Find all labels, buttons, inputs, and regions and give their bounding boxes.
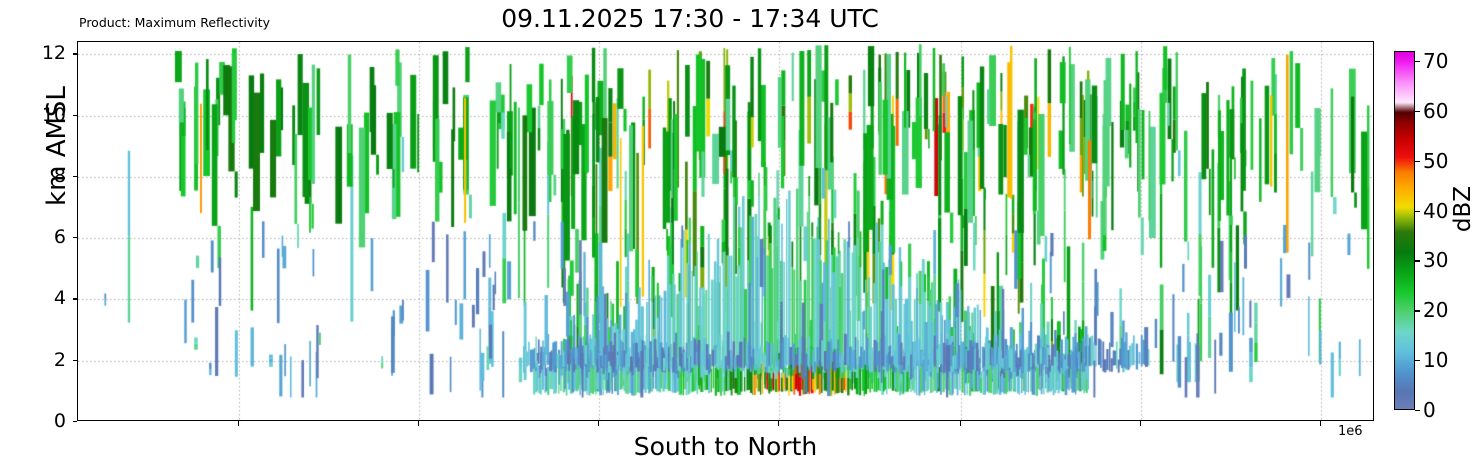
colorbar-tick-label: 20	[1423, 298, 1449, 323]
colorbar-tick-label: 70	[1423, 49, 1449, 73]
y-axis-label: km AMSL	[42, 86, 72, 206]
product-annotation: Product: Maximum Reflectivity	[79, 15, 271, 30]
y-axis-tick-mark	[73, 359, 77, 361]
y-axis-tick-label: 2	[53, 348, 66, 371]
colorbar-tick-label: 60	[1423, 98, 1449, 123]
colorbar-tick-mark	[1415, 160, 1420, 162]
y-axis-tick-label: 8	[53, 164, 66, 187]
colorbar-tick-mark	[1415, 110, 1420, 113]
y-axis-tick-mark	[73, 53, 77, 55]
y-axis-tick-mark	[73, 175, 77, 178]
colorbar-tick-label: 30	[1423, 248, 1449, 273]
x-axis-tick-mark	[418, 421, 420, 426]
colorbar-tick-mark	[1415, 360, 1420, 362]
y-axis-tick-mark	[73, 421, 77, 423]
colorbar-tick-label: 50	[1423, 148, 1449, 173]
colorbar-tick-mark	[1415, 61, 1420, 63]
x-axis-tick-mark	[598, 421, 600, 426]
y-axis-tick-mark	[73, 298, 77, 300]
colorbar-tick-mark	[1415, 410, 1420, 412]
y-axis-tick-label: 12	[41, 42, 66, 65]
colorbar-tick-label: 0	[1423, 398, 1436, 422]
reflectivity-heatmap-canvas	[78, 42, 1373, 420]
plot-area	[77, 41, 1374, 421]
y-axis-tick-label: 0	[53, 410, 66, 432]
y-axis-tick-mark	[73, 114, 77, 116]
y-axis-tick-label: 10	[41, 103, 66, 126]
x-axis-tick-mark	[778, 421, 780, 426]
colorbar-tick-mark	[1415, 260, 1420, 262]
x-axis-tick-mark	[238, 421, 240, 426]
y-axis-tick-label: 4	[53, 287, 66, 310]
x-axis-tick-mark	[1320, 421, 1322, 426]
colorbar-gradient-canvas	[1395, 52, 1414, 409]
colorbar-tick-label: 40	[1423, 198, 1449, 223]
colorbar-tick-mark	[1415, 310, 1420, 312]
colorbar-tick-mark	[1415, 210, 1420, 212]
x-axis-label: South to North	[633, 432, 818, 461]
colorbar-tick-label: 10	[1423, 348, 1449, 373]
x-axis-tick-mark	[1140, 421, 1142, 426]
colorbar-label: dBZ	[1450, 185, 1476, 233]
x-axis-offset-text: 1e6	[1338, 424, 1363, 439]
x-axis-tick-mark	[960, 421, 962, 426]
page-title: 09.11.2025 17:30 - 17:34 UTC	[501, 4, 879, 33]
y-axis-tick-label: 6	[53, 226, 66, 249]
colorbar	[1394, 51, 1415, 410]
y-axis-tick-mark	[73, 237, 77, 239]
